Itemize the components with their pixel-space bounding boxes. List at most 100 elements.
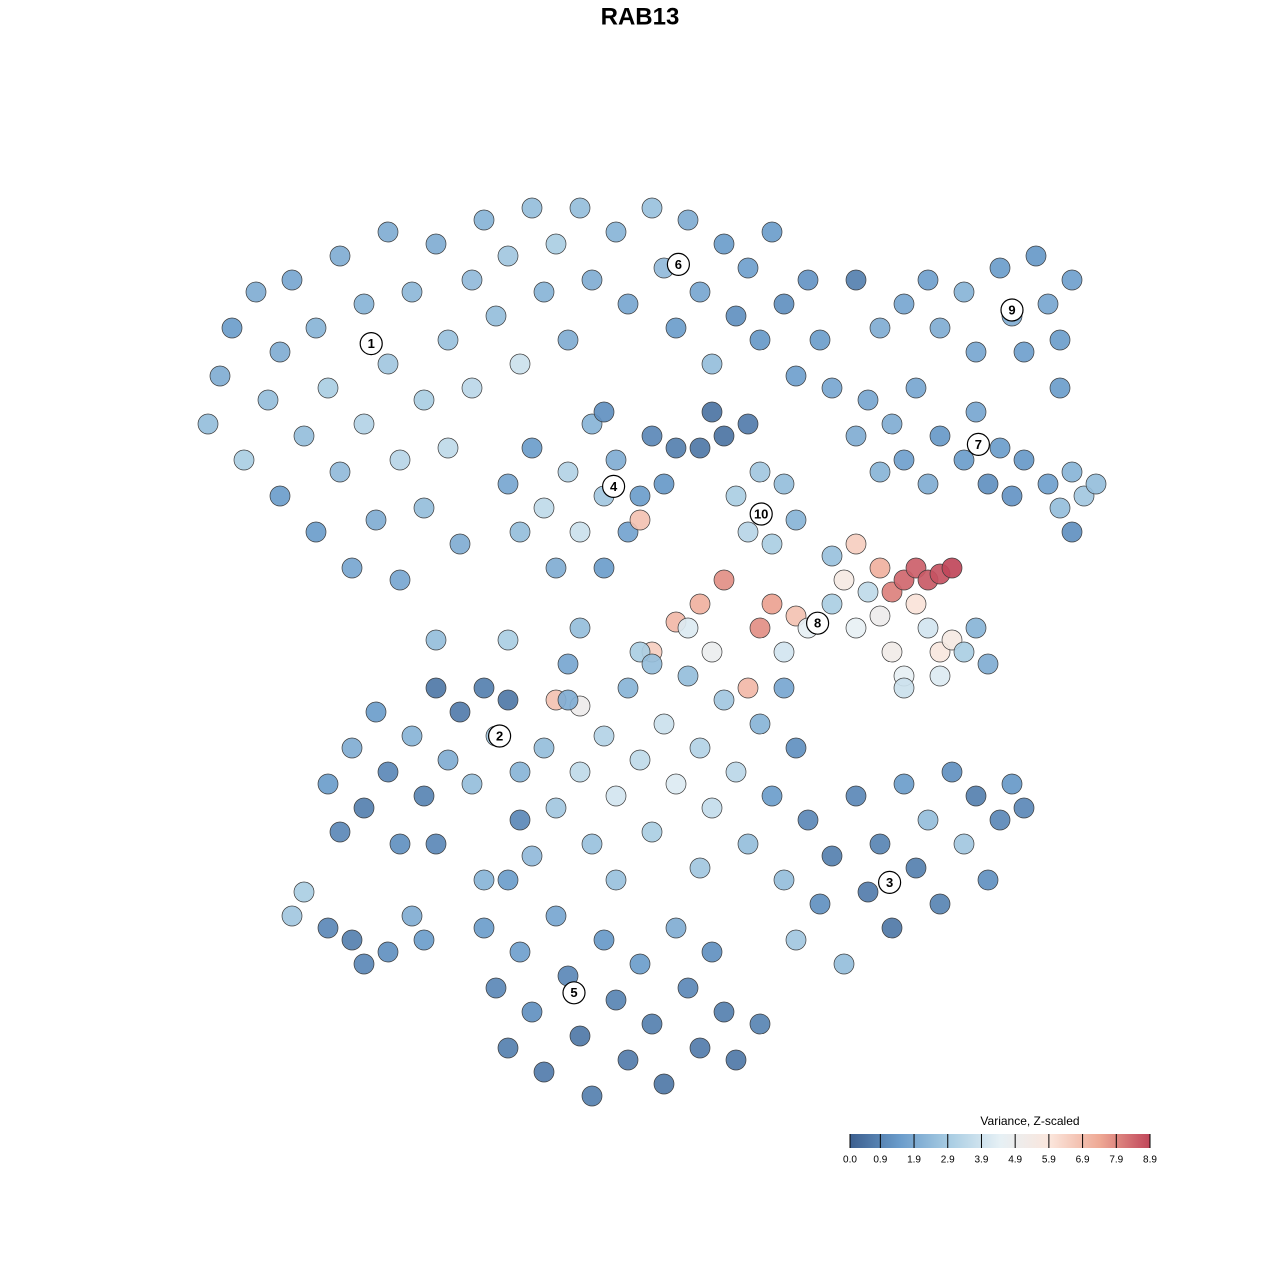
cell-point bbox=[305, 521, 327, 543]
cell-point bbox=[497, 689, 519, 711]
cell-point bbox=[341, 737, 363, 759]
cell-point bbox=[941, 557, 963, 579]
cell-point bbox=[449, 533, 471, 555]
cell-point bbox=[737, 521, 759, 543]
cell-point bbox=[665, 773, 687, 795]
colorbar-title: Variance, Z-scaled bbox=[980, 1114, 1079, 1128]
cell-point bbox=[605, 869, 627, 891]
cell-point bbox=[713, 425, 735, 447]
cell-point bbox=[353, 413, 375, 435]
cell-point bbox=[905, 857, 927, 879]
cell-point bbox=[881, 641, 903, 663]
cell-point bbox=[629, 485, 651, 507]
cell-point bbox=[377, 353, 399, 375]
cell-point bbox=[845, 533, 867, 555]
cell-point bbox=[401, 725, 423, 747]
cluster-marker bbox=[562, 981, 586, 1005]
cell-point bbox=[965, 617, 987, 639]
cell-point bbox=[581, 269, 603, 291]
cell-point bbox=[569, 617, 591, 639]
cluster-marker bbox=[877, 870, 902, 895]
cell-point bbox=[509, 809, 531, 831]
cell-point bbox=[701, 353, 723, 375]
cell-point bbox=[449, 701, 471, 723]
cell-point bbox=[389, 449, 411, 471]
cell-point bbox=[557, 329, 579, 351]
cell-point bbox=[761, 593, 783, 615]
cell-point bbox=[749, 461, 771, 483]
cell-point bbox=[365, 701, 387, 723]
cell-point bbox=[965, 341, 987, 363]
cell-point bbox=[761, 533, 783, 555]
cell-point bbox=[809, 893, 831, 915]
cluster-label: 6 bbox=[675, 257, 682, 272]
cell-point bbox=[773, 869, 795, 891]
cell-point bbox=[761, 221, 783, 243]
cell-point bbox=[389, 833, 411, 855]
cell-point bbox=[425, 233, 447, 255]
cell-point bbox=[989, 437, 1011, 459]
cell-point bbox=[953, 833, 975, 855]
cell-point bbox=[317, 917, 339, 939]
cell-point bbox=[293, 881, 315, 903]
cell-point bbox=[797, 269, 819, 291]
cell-point bbox=[545, 797, 567, 819]
cell-point bbox=[353, 293, 375, 315]
cell-point bbox=[317, 377, 339, 399]
cell-point bbox=[857, 389, 879, 411]
cell-point bbox=[353, 797, 375, 819]
cell-point bbox=[605, 449, 627, 471]
cell-point bbox=[689, 281, 711, 303]
colorbar-tick-label: 4.9 bbox=[1008, 1155, 1022, 1166]
cell-point bbox=[773, 473, 795, 495]
cell-point bbox=[269, 485, 291, 507]
cell-point bbox=[257, 389, 279, 411]
cell-point bbox=[533, 497, 555, 519]
cluster-marker bbox=[359, 332, 383, 356]
cell-point bbox=[1001, 773, 1023, 795]
cell-point bbox=[509, 353, 531, 375]
cell-point bbox=[977, 473, 999, 495]
cell-point bbox=[785, 365, 807, 387]
cluster-marker bbox=[666, 252, 691, 276]
cell-point bbox=[725, 761, 747, 783]
cell-point bbox=[401, 281, 423, 303]
cell-point bbox=[197, 413, 219, 435]
cell-point bbox=[1061, 269, 1083, 291]
cell-point bbox=[281, 905, 303, 927]
cell-point bbox=[869, 605, 891, 627]
cell-point bbox=[413, 929, 435, 951]
cell-point bbox=[653, 473, 675, 495]
cell-point bbox=[473, 677, 495, 699]
cell-point bbox=[533, 281, 555, 303]
cluster-label: 5 bbox=[570, 985, 577, 1000]
cell-point bbox=[857, 581, 879, 603]
cell-point bbox=[965, 401, 987, 423]
cell-point bbox=[581, 1085, 603, 1107]
cell-point bbox=[713, 689, 735, 711]
cell-point bbox=[521, 197, 543, 219]
colorbar-tick-label: 6.9 bbox=[1076, 1155, 1090, 1166]
cell-point bbox=[437, 329, 459, 351]
cell-point bbox=[773, 641, 795, 663]
cell-point bbox=[749, 617, 771, 639]
cell-point bbox=[1037, 473, 1059, 495]
cell-point bbox=[425, 833, 447, 855]
cell-point bbox=[497, 869, 519, 891]
cell-point bbox=[833, 569, 855, 591]
cell-point bbox=[929, 665, 951, 687]
cell-point bbox=[341, 557, 363, 579]
cell-point bbox=[1001, 485, 1023, 507]
cell-point bbox=[749, 1013, 771, 1035]
cell-point bbox=[461, 773, 483, 795]
cell-point bbox=[821, 377, 843, 399]
cell-point bbox=[761, 785, 783, 807]
cell-point bbox=[365, 509, 387, 531]
cell-point bbox=[269, 341, 291, 363]
cluster-label: 9 bbox=[1008, 302, 1015, 317]
cell-point bbox=[1061, 461, 1083, 483]
cell-point bbox=[377, 761, 399, 783]
cell-point bbox=[977, 653, 999, 675]
cell-point bbox=[473, 209, 495, 231]
cell-point bbox=[557, 653, 579, 675]
